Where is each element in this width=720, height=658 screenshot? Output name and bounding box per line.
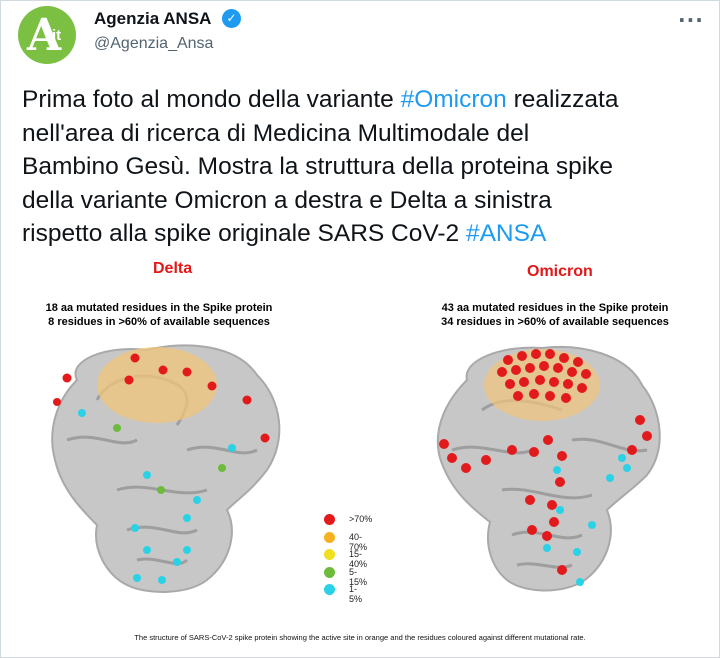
legend-label: 40-70% — [349, 531, 368, 552]
verified-badge-icon: ✓ — [222, 9, 241, 28]
delta-title: Delta — [153, 260, 193, 277]
legend-label: >70% — [349, 514, 373, 524]
legend-label: 15-40% — [349, 549, 368, 569]
omicron-spike-protein-image — [436, 345, 661, 592]
figure-caption: The structure of SARS-CoV-2 spike protei… — [134, 633, 586, 642]
delta-residues-rare — [78, 409, 236, 584]
tweet-text-line: nell'area di ricerca di Medicina Multimo… — [22, 119, 530, 147]
delta-active-site — [97, 347, 217, 423]
tweet-text-segment: rispetto alla spike originale SARS CoV-2 — [22, 220, 466, 247]
tweet-text-segment: Prima foto al mondo della variante — [22, 86, 401, 113]
omicron-subtitle-line: 34 residues in >60% of available sequenc… — [441, 316, 669, 328]
more-options-icon[interactable]: ··· — [678, 8, 704, 32]
tweet-text-line: della variante Omicron a destra e Delta … — [22, 186, 552, 214]
omicron-protein-body — [436, 345, 661, 592]
delta-spike-protein-image — [51, 344, 281, 593]
avatar[interactable]: A it — [18, 6, 76, 64]
legend-swatch — [324, 531, 335, 543]
omicron-subtitle-line: 43 aa mutated residues in the Spike prot… — [441, 302, 669, 314]
omicron-title: Omicron — [527, 263, 593, 280]
hashtag-omicron[interactable]: #Omicron — [400, 86, 507, 113]
legend-swatch — [324, 549, 335, 560]
legend-label: 1-5% — [349, 584, 363, 604]
omicron-subtitle: 43 aa mutated residues in the Spike prot… — [420, 301, 690, 329]
tweet-text-segment: realizzata — [506, 86, 619, 113]
author-handle[interactable]: @Agenzia_Ansa — [94, 35, 214, 52]
legend-swatch — [324, 514, 335, 525]
tweet-text: Prima foto al mondo della variante #Omic… — [22, 83, 702, 251]
omicron-residues-rare — [543, 454, 631, 586]
tweet-image[interactable]: Delta 18 aa mutated residues in the Spik… — [22, 255, 698, 652]
hashtag-ansa[interactable]: #ANSA — [465, 220, 547, 247]
legend-swatch — [324, 584, 335, 595]
legend-label: 5-15% — [349, 566, 368, 587]
delta-residues-high — [53, 353, 270, 443]
tweet-text-line: Bambino Gesù. Mostra la struttura della … — [22, 153, 614, 180]
omicron-residues-high — [439, 349, 652, 575]
avatar-suffix: it — [52, 27, 62, 44]
delta-subtitle: 18 aa mutated residues in the Spike prot… — [24, 301, 294, 329]
author-name[interactable]: Agenzia ANSA — [94, 9, 212, 28]
avatar-letter: A — [27, 10, 62, 61]
delta-subtitle-line: 18 aa mutated residues in the Spike prot… — [45, 302, 273, 314]
delta-residues-low — [113, 424, 226, 494]
delta-subtitle-line: 8 residues in >60% of available sequence… — [48, 316, 270, 328]
legend-swatch — [324, 566, 335, 578]
